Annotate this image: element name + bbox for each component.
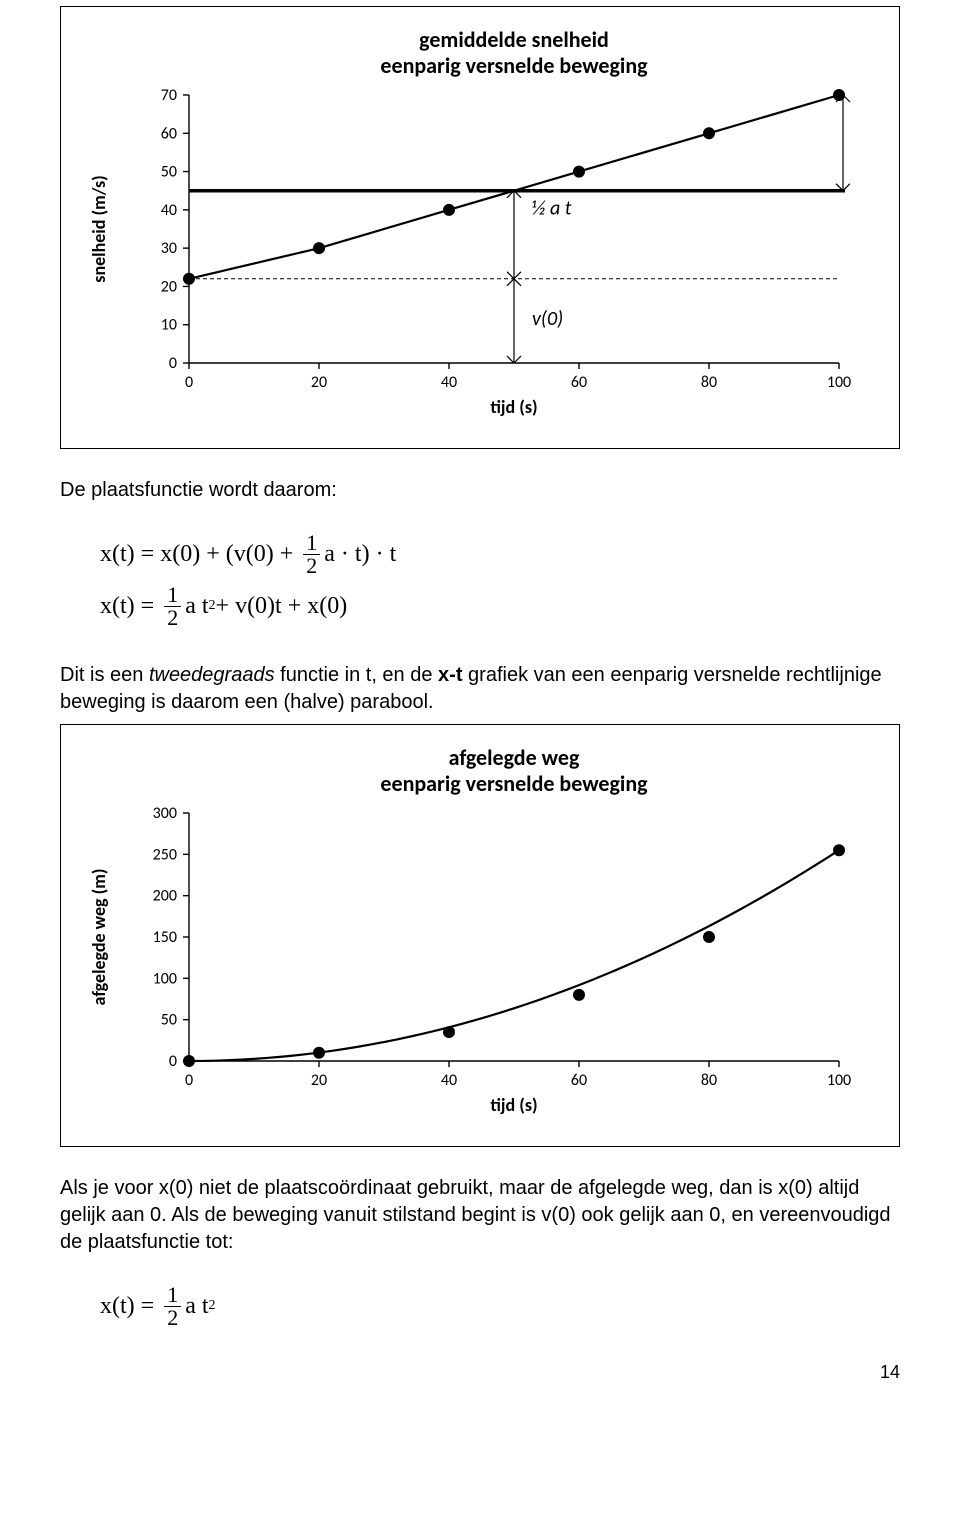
svg-text:250: 250: [153, 845, 177, 864]
svg-text:60: 60: [571, 1071, 587, 1090]
f3-lhs: x(t): [100, 1280, 135, 1333]
svg-text:0: 0: [169, 354, 177, 373]
f1-lhs: x(t): [100, 528, 135, 581]
svg-text:eenparig versnelde beweging: eenparig versnelde beweging: [380, 770, 648, 797]
svg-text:40: 40: [441, 1071, 457, 1090]
svg-text:v(0): v(0): [532, 307, 563, 331]
chart1-box: gemiddelde snelheideenparig versnelde be…: [60, 6, 900, 449]
final-text: Als je voor x(0) niet de plaatscoördinaa…: [60, 1175, 900, 1256]
svg-text:60: 60: [571, 373, 587, 392]
half-fraction-3: 1 2: [164, 1284, 181, 1329]
formula-1: x(t) = x(0) + (v(0) + 1 2 a · t) · t: [100, 528, 900, 580]
f3-rhs: a t: [185, 1280, 208, 1333]
svg-text:200: 200: [153, 887, 177, 906]
svg-text:40: 40: [161, 201, 177, 220]
f2-rhs-b: + v(0)t + x(0): [216, 580, 348, 633]
svg-text:0: 0: [169, 1052, 177, 1071]
formula-block-1: x(t) = x(0) + (v(0) + 1 2 a · t) · t x(t…: [100, 528, 900, 632]
chart2-box: afgelegde wegeenparig versnelde beweging…: [60, 724, 900, 1147]
svg-text:50: 50: [161, 163, 177, 182]
f2-rhs-a: a t: [185, 580, 208, 633]
svg-text:20: 20: [311, 373, 327, 392]
svg-text:20: 20: [161, 277, 177, 296]
svg-text:70: 70: [161, 86, 177, 105]
svg-text:100: 100: [827, 373, 851, 392]
svg-text:60: 60: [161, 124, 177, 143]
half-fraction-1: 1 2: [303, 532, 320, 577]
formula-block-2: x(t) = 1 2 a t2: [100, 1280, 900, 1332]
f1-rhs-a: x(0): [160, 528, 200, 581]
svg-text:snelheid (m/s): snelheid (m/s): [88, 175, 110, 282]
svg-text:100: 100: [153, 969, 177, 988]
svg-text:0: 0: [185, 1071, 193, 1090]
svg-text:100: 100: [827, 1071, 851, 1090]
svg-text:tijd (s): tijd (s): [490, 1094, 537, 1116]
intro-text: De plaatsfunctie wordt daarom:: [60, 477, 900, 504]
chart2: afgelegde wegeenparig versnelde beweging…: [69, 741, 869, 1121]
svg-text:40: 40: [441, 373, 457, 392]
svg-text:50: 50: [161, 1011, 177, 1030]
svg-text:20: 20: [311, 1071, 327, 1090]
svg-text:½ a t: ½ a t: [532, 197, 572, 221]
svg-text:10: 10: [161, 316, 177, 335]
svg-text:gemiddelde snelheid: gemiddelde snelheid: [419, 26, 609, 53]
svg-text:tijd (s): tijd (s): [490, 396, 537, 418]
svg-text:80: 80: [701, 1071, 717, 1090]
svg-text:150: 150: [153, 928, 177, 947]
formula-3: x(t) = 1 2 a t2: [100, 1280, 900, 1332]
f2-lhs: x(t): [100, 580, 135, 633]
parabool-text: Dit is een tweedegraads functie in t, en…: [60, 662, 900, 716]
f1-rhs-b: (v(0): [226, 528, 274, 581]
svg-text:eenparig versnelde beweging: eenparig versnelde beweging: [380, 52, 648, 79]
page-number: 14: [60, 1362, 900, 1383]
svg-text:30: 30: [161, 239, 177, 258]
svg-text:afgelegde weg: afgelegde weg: [449, 744, 580, 771]
f1-rhs-c: a · t) · t: [324, 528, 396, 581]
chart1: gemiddelde snelheideenparig versnelde be…: [69, 23, 869, 423]
half-fraction-2: 1 2: [164, 584, 181, 629]
svg-text:80: 80: [701, 373, 717, 392]
svg-text:300: 300: [153, 804, 177, 823]
svg-text:0: 0: [185, 373, 193, 392]
formula-2: x(t) = 1 2 a t2 + v(0)t + x(0): [100, 580, 900, 632]
svg-text:afgelegde weg (m): afgelegde weg (m): [88, 869, 110, 1006]
